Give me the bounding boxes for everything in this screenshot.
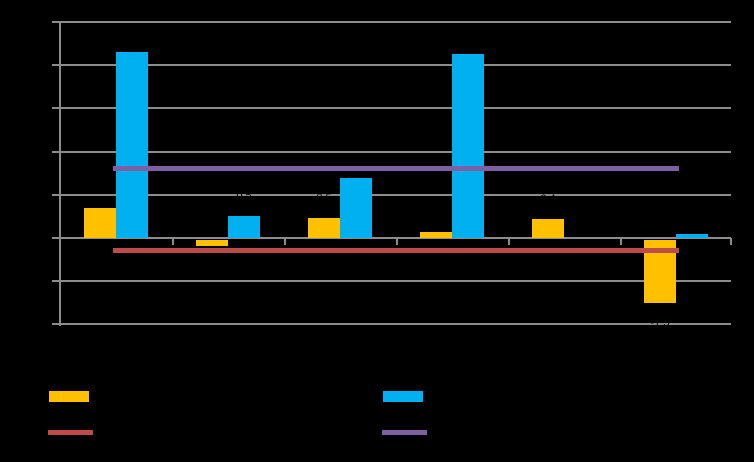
legend-swatch-yellow-bars [49, 391, 89, 402]
bar-blue-bars-1 [116, 52, 148, 238]
reference-purple-line [113, 166, 679, 172]
bar-value-label: 0,7 [92, 181, 108, 194]
x-axis-zero-line [52, 237, 731, 239]
x-axis-tick [396, 238, 398, 245]
x-axis-tick [508, 238, 510, 245]
x-axis-tick [730, 238, 732, 245]
bar-value-label: 0,1 [428, 205, 444, 218]
bar-value-label: 0,4 [540, 192, 556, 205]
x-axis-tick [620, 238, 622, 245]
bar-yellow-bars-5 [532, 218, 564, 238]
bar-value-label: -0,2 [202, 259, 222, 272]
reference-red-line [113, 248, 679, 254]
gridline [52, 21, 731, 23]
bar-value-label: 0,5 [316, 191, 332, 204]
bar-value-label: 0,1 [684, 207, 700, 220]
gridline [52, 323, 731, 326]
bar-value-label: -1,5 [650, 316, 670, 329]
bar-value-label: 4,3 [460, 28, 476, 41]
x-axis-tick [284, 238, 286, 245]
bar-value-label: 1,4 [348, 151, 364, 164]
legend-swatch-purple-line [382, 430, 427, 435]
bar-blue-bars-6 [676, 233, 708, 238]
bar-value-label: 4,3 [124, 26, 140, 39]
gridline [52, 150, 731, 153]
bar-value-label: 0,5 [236, 190, 252, 203]
legend-swatch-blue-bars [383, 391, 423, 402]
x-axis-tick [172, 238, 174, 245]
gridline [52, 280, 731, 283]
gridline [52, 193, 731, 196]
gridline [52, 64, 731, 67]
gridline [52, 107, 731, 110]
bar-blue-bars-3 [340, 177, 372, 238]
bar-blue-bars-4 [452, 54, 484, 238]
y-axis-line [59, 22, 61, 327]
bar-yellow-bars-3 [308, 217, 340, 238]
bar-yellow-bars-4 [420, 231, 452, 238]
bar-yellow-bars-1 [84, 207, 116, 238]
legend-swatch-red-line [48, 430, 93, 435]
bar-blue-bars-2 [228, 216, 260, 238]
bar-yellow-bars-2 [196, 240, 228, 246]
